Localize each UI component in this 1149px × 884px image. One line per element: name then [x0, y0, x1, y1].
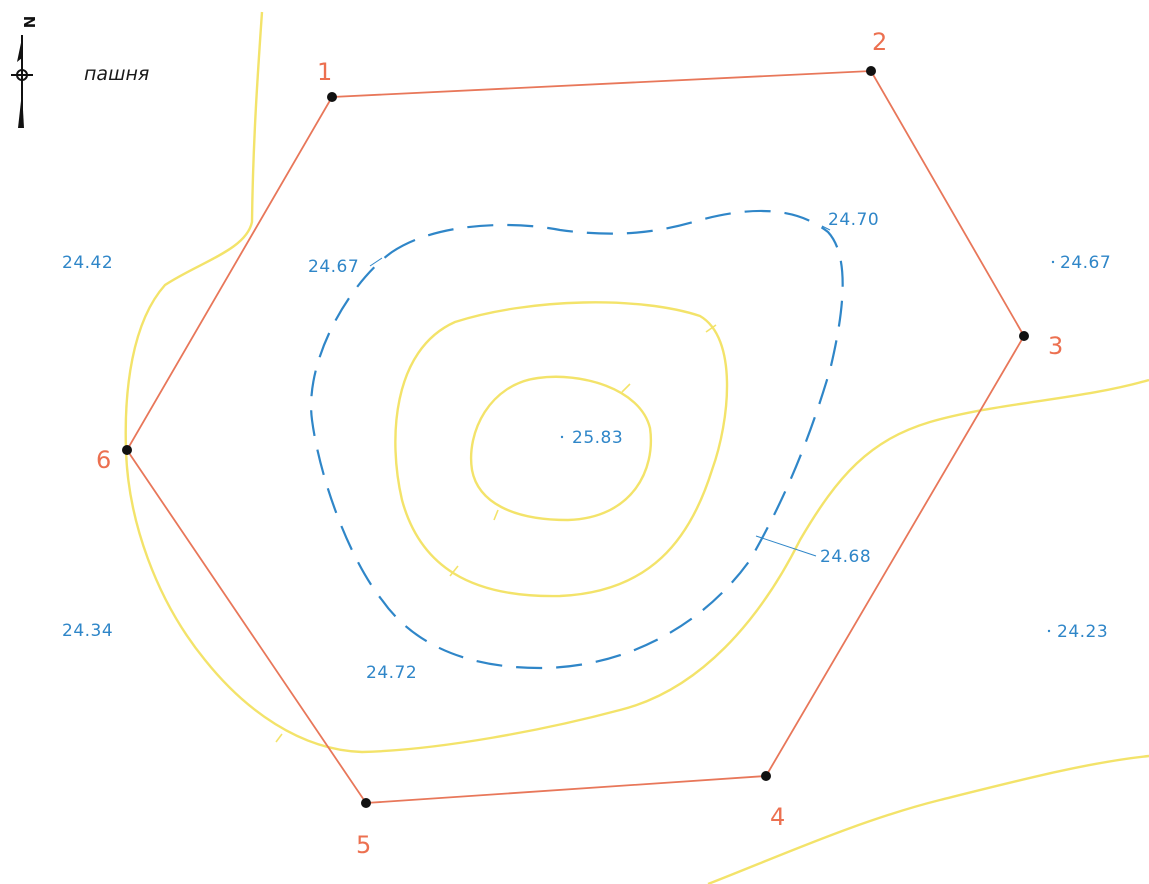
vertex-label-6: 6 — [96, 446, 111, 474]
station-point-4[interactable] — [761, 771, 771, 781]
north-arrow-letter: N — [20, 16, 38, 29]
vertex-label-1: 1 — [317, 58, 332, 86]
north-arrow-icon: N — [11, 16, 38, 128]
elevation-dashed-nw: 24.67 — [308, 257, 359, 277]
station-point-1[interactable] — [327, 92, 337, 102]
elevation-top-left: 24.42 — [62, 253, 113, 273]
contour-lines — [124, 11, 1149, 884]
elevation-bottom-right: 24.23 — [1057, 622, 1108, 642]
contour-line-middle — [394, 301, 729, 598]
vertex-label-3: 3 — [1048, 332, 1063, 360]
station-point-5[interactable] — [361, 798, 371, 808]
vertex-labels: 1 2 3 4 5 6 — [96, 28, 1063, 859]
elevation-top-right: 24.67 — [1060, 253, 1111, 273]
stations — [122, 66, 1029, 808]
dashed-contour — [310, 209, 844, 670]
elevation-summit: 25.83 — [572, 428, 623, 448]
station-point-3[interactable] — [1019, 331, 1029, 341]
elevation-dashed-sw: 24.72 — [366, 663, 417, 683]
vertex-label-2: 2 — [872, 28, 887, 56]
land-use-label: пашня — [84, 63, 149, 85]
elevation-dashed-se: 24.68 — [820, 547, 871, 567]
contour-line-summit — [469, 375, 653, 522]
elevation-labels: 24.42 24.67 24.34 24.23 25.83 24.67 24.7… — [62, 210, 1111, 683]
contour-line-west — [124, 11, 1149, 754]
vertex-label-5: 5 — [356, 831, 371, 859]
elevation-dashed-ne: 24.70 — [828, 210, 879, 230]
contour-line-southeast — [707, 754, 1149, 884]
vertex-label-4: 4 — [770, 803, 785, 831]
station-point-6[interactable] — [122, 445, 132, 455]
station-point-2[interactable] — [866, 66, 876, 76]
elevation-bottom-left: 24.34 — [62, 621, 113, 641]
